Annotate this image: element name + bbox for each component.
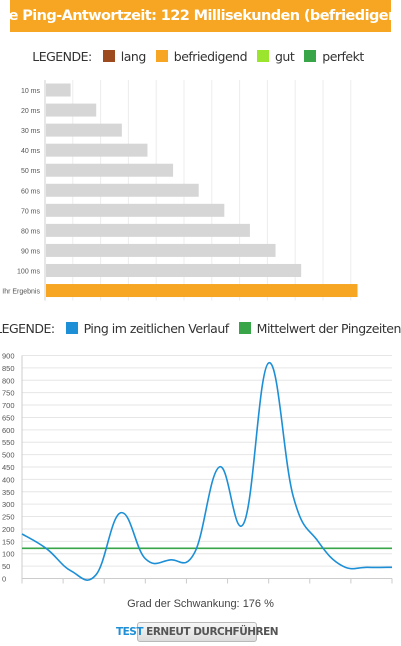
legend-title: LEGENDE: — [32, 48, 92, 64]
bar-category-label: 70 ms — [21, 208, 41, 215]
legend-item-ping-verlauf: Ping im zeitlichen Verlauf — [65, 320, 230, 336]
legend-swatch-perfekt — [304, 50, 317, 62]
legend-item-perfekt: perfekt — [304, 49, 364, 64]
bar-category-label: 10 ms — [21, 88, 41, 95]
y-tick-label: 700 — [2, 401, 15, 410]
reference-bar — [46, 123, 122, 137]
y-tick-label: 400 — [2, 475, 15, 484]
legend-swatch-befriedigend — [155, 50, 168, 62]
y-tick-label: 900 — [2, 352, 15, 361]
legend-swatch-lang — [102, 50, 115, 62]
y-tick-label: 750 — [2, 389, 15, 398]
bar-category-label: 40 ms — [21, 148, 41, 155]
retest-button-label: ERNEUT DURCHFÜHREN — [146, 626, 279, 638]
fluctuation-readout: Grad der Schwankung: 176 % — [0, 598, 401, 610]
ping-history-line — [21, 362, 393, 581]
y-tick-label: 50 — [2, 562, 10, 571]
legend-label-ping-verlauf: Ping im zeitlichen Verlauf — [83, 320, 230, 336]
reference-bar — [46, 263, 302, 277]
legend-title: LEGENDE: — [0, 320, 55, 336]
bar-category-label: Ihr Ergebnis — [2, 289, 40, 296]
legend-item-gut: gut — [257, 48, 295, 64]
reference-bar — [46, 143, 148, 157]
bar-category-label: 60 ms — [21, 188, 41, 195]
legend-swatch-ping-verlauf — [65, 322, 78, 334]
y-tick-label: 250 — [2, 513, 15, 522]
legend-item-mittelwert: Mittelwert der Pingzeiten — [238, 320, 401, 336]
reference-bar — [46, 103, 97, 117]
result-bar — [46, 284, 358, 298]
reference-bar — [46, 163, 174, 177]
bar-category-label: 50 ms — [21, 168, 41, 175]
y-tick-label: 500 — [2, 451, 15, 460]
bar-category-label: 30 ms — [21, 128, 41, 135]
y-tick-label: 300 — [2, 500, 15, 509]
legend-label-befriedigend: befriedigend — [173, 48, 248, 64]
ping-history-line-chart: 0 50 100 150 200 250 300 350 400 450 500 550 600 650 7… — [2, 352, 393, 584]
y-tick-label: 100 — [2, 550, 15, 559]
y-tick-label: 150 — [2, 537, 15, 546]
legend-label-gut: gut — [275, 48, 295, 64]
y-tick-label: 200 — [2, 525, 15, 534]
banner-text: Ihre Ping-Antwortzeit: 122 Millisekunden… — [0, 8, 401, 24]
legend-label-perfekt: perfekt — [322, 48, 364, 64]
y-tick-label: 550 — [2, 438, 15, 447]
reference-bar — [46, 203, 225, 217]
reference-bar — [46, 223, 250, 237]
y-tick-label: 850 — [2, 364, 15, 373]
ping-comparison-bar-chart: 10 ms 20 ms 30 ms 40 ms 50 ms 60 ms 70 ms 80 ms… — [2, 80, 358, 301]
y-tick-label: 0 — [2, 575, 6, 584]
bar-category-label: 90 ms — [21, 248, 41, 255]
y-tick-label: 800 — [2, 376, 15, 385]
legend-label-lang: lang — [120, 48, 147, 64]
ping-history-legend: LEGENDE: Ping im zeitlichen Verlauf Mitt… — [0, 318, 401, 338]
fluctuation-value: 176 % — [242, 598, 274, 610]
legend-item-befriedigend: befriedigend — [155, 48, 248, 64]
legend-swatch-gut — [257, 50, 269, 62]
retest-button[interactable]: TEST ERNEUT DURCHFÜHREN — [116, 622, 279, 642]
ping-quality-legend: LEGENDE: lang befriedigend gut perfekt — [0, 46, 401, 66]
bar-category-label: 100 ms — [17, 268, 40, 275]
legend-swatch-mittelwert — [238, 322, 251, 334]
legend-label-mittelwert: Mittelwert der Pingzeiten — [256, 320, 401, 336]
y-tick-label: 600 — [2, 426, 15, 435]
bar-category-label: 20 ms — [21, 108, 41, 115]
reference-bar — [46, 83, 71, 97]
y-tick-label: 450 — [2, 463, 15, 472]
ping-result-banner: Ihre Ping-Antwortzeit: 122 Millisekunden… — [0, 0, 401, 32]
legend-item-lang: lang — [102, 48, 147, 64]
retest-button-highlight: TEST — [115, 626, 144, 638]
reference-bar — [46, 243, 276, 257]
y-tick-label: 650 — [2, 413, 15, 422]
reference-bar — [46, 183, 199, 197]
y-tick-label: 350 — [2, 488, 15, 497]
bar-category-label: 80 ms — [21, 228, 41, 235]
fluctuation-label: Grad der Schwankung: — [127, 598, 240, 610]
